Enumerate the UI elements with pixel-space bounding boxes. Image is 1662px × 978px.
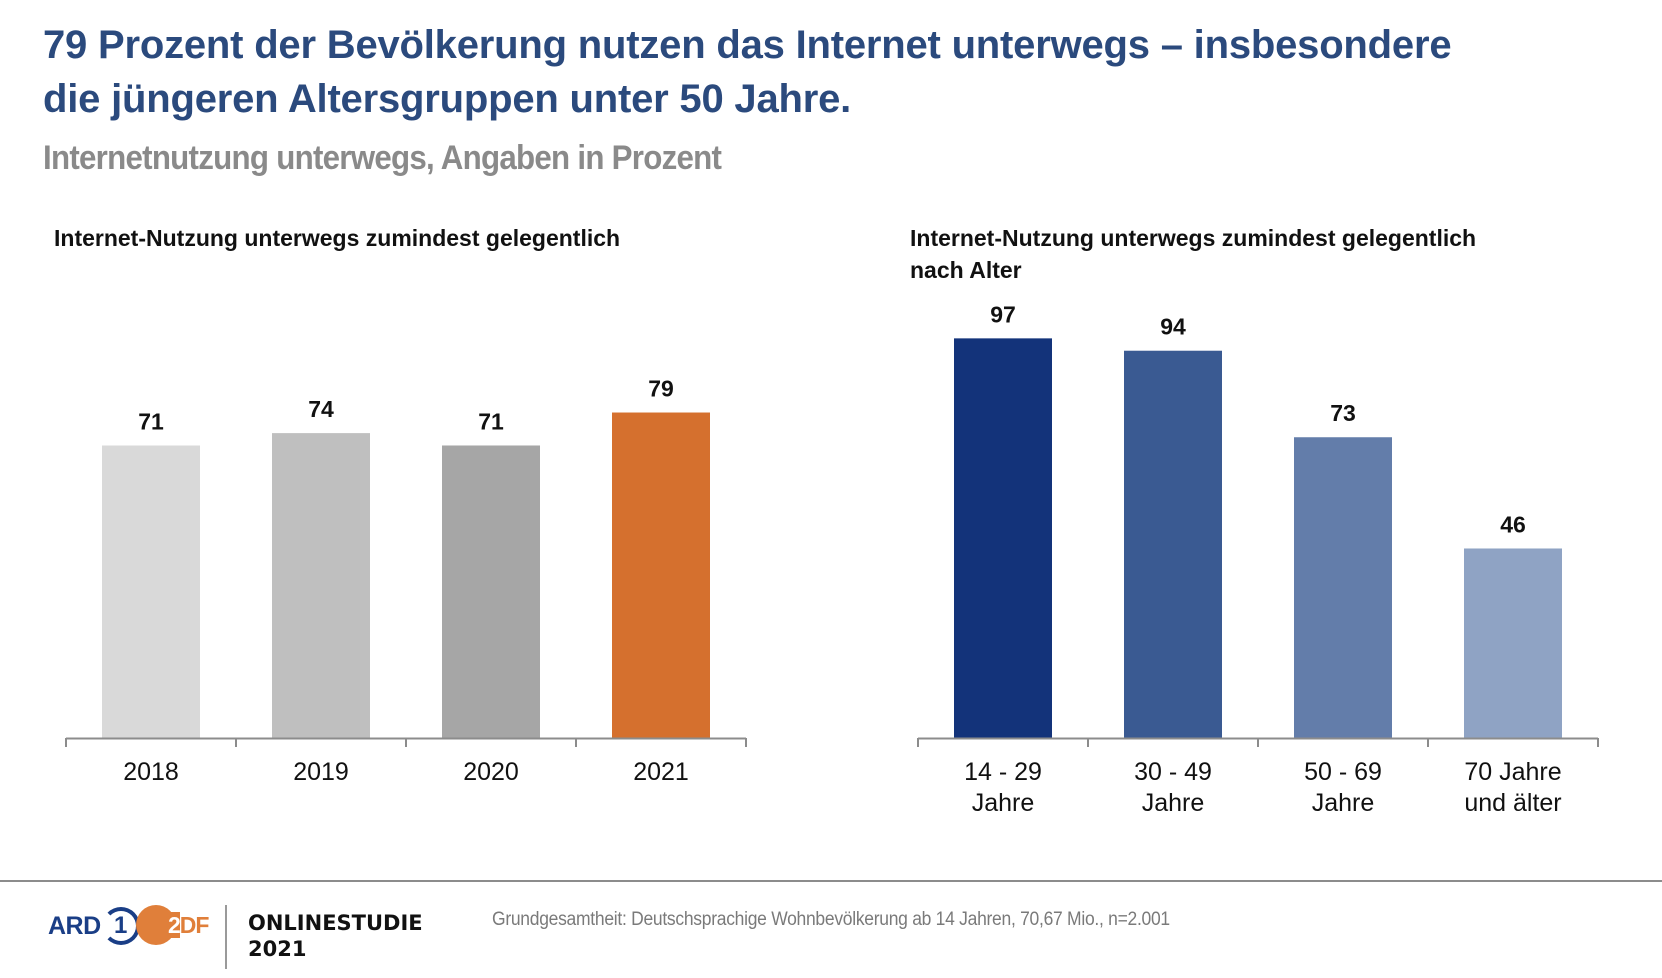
subtitle: Internetnutzung unterwegs, Angaben in Pr… — [43, 139, 722, 177]
category-label: 2020 — [463, 758, 519, 786]
study-name-line-1: ONLINESTUDIE — [248, 911, 423, 935]
bar — [954, 338, 1052, 738]
category-label: 2021 — [633, 758, 689, 786]
zdf-logo: 2DF — [136, 904, 210, 946]
category-label: Jahre — [1142, 789, 1205, 817]
chart-by-age: 97 94 73 46 14 - 29 Jahre 30 - 49 Jahre 50 - 69 J… — [917, 301, 1599, 817]
category-label: 30 - 49 — [1134, 758, 1212, 786]
bar — [102, 445, 200, 738]
category-label: und älter — [1464, 789, 1561, 817]
data-label: 73 — [1330, 400, 1356, 426]
zdf-logo-df: DF — [179, 911, 210, 938]
bar — [1124, 350, 1222, 738]
logo-divider — [225, 905, 227, 969]
footnote: Grundgesamtheit: Deutschsprachige Wohnbe… — [492, 909, 1170, 930]
zdf-logo-two: 2 — [168, 911, 181, 938]
chart-by-year: 71 74 71 79 2018 2019 2020 2021 — [65, 376, 747, 786]
headline-line-2: die jüngeren Altersgruppen unter 50 Jahr… — [43, 77, 852, 121]
data-label: 94 — [1160, 314, 1186, 340]
bar — [1294, 437, 1392, 738]
chart-title-by-year: Internet-Nutzung unterwegs zumindest gel… — [54, 222, 620, 254]
category-label: 2019 — [293, 758, 349, 786]
ard-one-icon: 1 — [101, 907, 140, 945]
bar — [272, 433, 370, 738]
headline-line-1: 79 Prozent der Bevölkerung nutzen das In… — [43, 23, 1452, 67]
chart-title-by-age-line-2: nach Alter — [910, 257, 1022, 283]
bar — [442, 445, 540, 738]
category-label: Jahre — [972, 789, 1035, 817]
bar — [612, 412, 710, 738]
data-label: 71 — [138, 408, 164, 434]
ard-logo: ARD 1 — [48, 906, 140, 946]
study-name-line-2: 2021 — [248, 937, 307, 961]
data-label: 46 — [1500, 511, 1526, 537]
footer-divider — [0, 880, 1662, 882]
headline: 79 Prozent der Bevölkerung nutzen das In… — [43, 18, 1643, 126]
chart-title-by-year-text: Internet-Nutzung unterwegs zumindest gel… — [54, 225, 621, 251]
category-label: 50 - 69 — [1304, 758, 1382, 786]
study-name: ONLINESTUDIE 2021 — [248, 910, 423, 962]
zdf-logo-text: 2DF — [168, 911, 210, 939]
data-label: 71 — [478, 408, 504, 434]
bar — [1464, 548, 1562, 738]
chart-title-by-age: Internet-Nutzung unterwegs zumindest gel… — [910, 222, 1610, 286]
data-label: 74 — [308, 396, 334, 422]
chart-title-by-age-line-1: Internet-Nutzung unterwegs zumindest gel… — [910, 225, 1477, 251]
data-label: 79 — [648, 376, 674, 402]
category-label: 70 Jahre — [1464, 758, 1561, 786]
category-label: 2018 — [123, 758, 179, 786]
data-label: 97 — [990, 301, 1016, 327]
category-label: Jahre — [1312, 789, 1375, 817]
ard-logo-text: ARD — [48, 911, 101, 940]
category-label: 14 - 29 — [964, 758, 1042, 786]
